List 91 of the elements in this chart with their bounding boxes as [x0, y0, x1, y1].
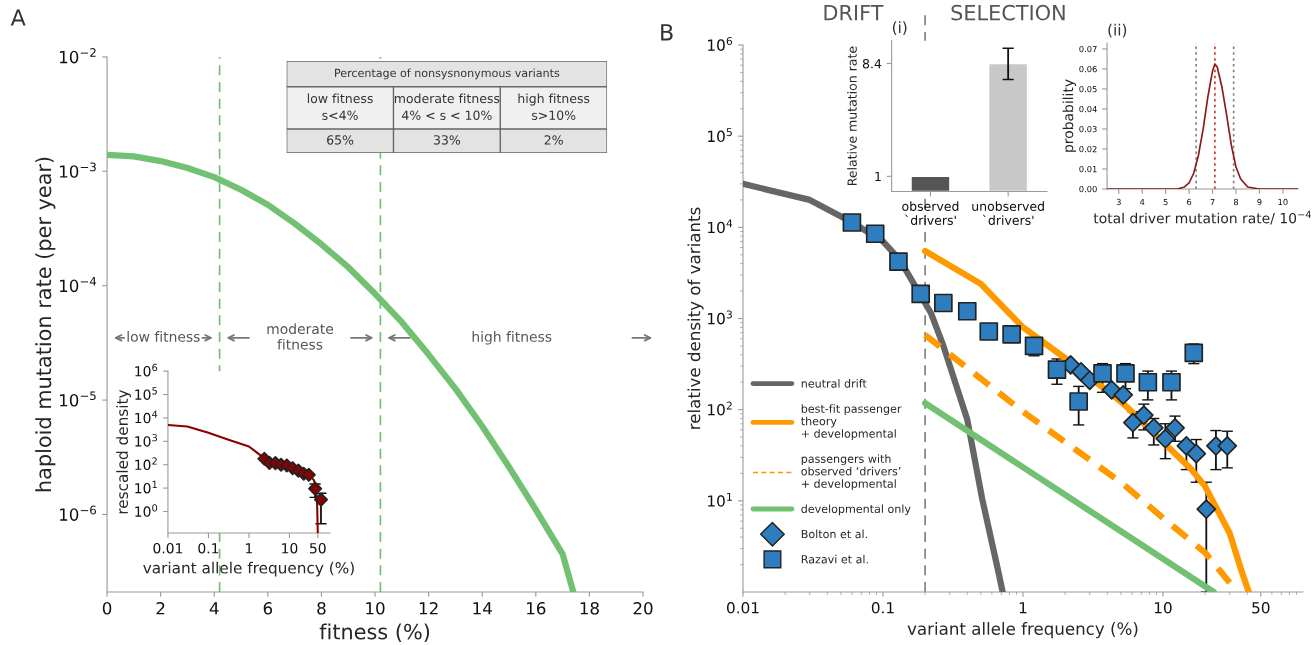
legend-label: developmental only — [801, 504, 911, 516]
text: DRIFT — [824, 5, 884, 21]
y-axis-title: rescaled density — [116, 389, 131, 514]
data-label: 2% — [544, 135, 563, 145]
x-tick-label: 50 — [310, 543, 326, 554]
point — [313, 492, 329, 507]
data-label: 65% — [327, 135, 354, 145]
annotation: high fitness — [472, 331, 552, 345]
y-tick-label: 10$^{1}$ — [708, 492, 732, 507]
x-axis-title: variant allele frequency (%) — [143, 561, 354, 577]
y-tick-label: 10$^{2}$ — [135, 457, 157, 471]
y-tick-label: 10$^{6}$ — [708, 36, 733, 51]
legend-label: Bolton et al. — [801, 529, 867, 539]
chart-title: (ii) — [1108, 23, 1127, 38]
y-tick-label: 0.05 — [1079, 85, 1097, 93]
y-tick-label: 10$^{6}$ — [135, 363, 158, 377]
x-tick-label: 12 — [419, 602, 438, 615]
x-tick-label: 6 — [1187, 198, 1192, 206]
x-tick-label: unobserved `drivers' — [972, 201, 1044, 225]
y-tick-label: 10$^{−3}$ — [60, 162, 96, 178]
text: SELECTION — [951, 4, 1065, 21]
y-tick-label: 10$^{0}$ — [135, 504, 158, 517]
x-tick-label: 0.1 — [198, 543, 219, 554]
x-tick-label: 5 — [1163, 198, 1168, 206]
y-tick-label: 10$^{−6}$ — [60, 505, 96, 521]
x-tick-label: 20 — [633, 602, 653, 615]
text: Percentage of nonsysnonymous variants — [335, 68, 560, 80]
data-label: 33% — [433, 135, 461, 145]
legend-label: passengers with observed ‘drivers’ + developmental — [801, 454, 901, 490]
x-axis-title: variant allele frequency (%) — [907, 622, 1138, 639]
x-tick-label: 3 — [1116, 198, 1121, 206]
y-tick-label: 8.4 — [862, 58, 882, 69]
x-tick-label: 0.01 — [153, 543, 183, 554]
legend-label: best-fit passenger theory + developmental — [801, 404, 902, 440]
x-axis-title: fitness (%) — [319, 623, 430, 642]
x-axis-title: total driver mutation rate/ 10$^{−4}$ — [1093, 210, 1311, 225]
legend-label: neutral drift — [801, 379, 867, 388]
y-tick-label: 0.07 — [1079, 45, 1097, 53]
y-axis-title: probability — [1062, 79, 1077, 152]
annotation: low fitness — [127, 331, 200, 342]
y-tick-label: 10$^{5}$ — [135, 387, 157, 400]
chart-title: (i) — [892, 21, 907, 35]
annotation: moderate fitness — [267, 323, 334, 350]
y-tick-label: 10$^{5}$ — [708, 128, 732, 143]
x-tick-label: 50 — [1252, 601, 1270, 614]
x-tick-label: 4 — [209, 602, 219, 615]
chart-title: B — [661, 24, 673, 41]
x-tick-label: observed `drivers' — [902, 201, 959, 225]
y-tick-label: 10$^{−4}$ — [60, 277, 97, 293]
x-tick-label: 8 — [317, 602, 326, 615]
x-tick-label: 7 — [1210, 198, 1215, 206]
x-tick-label: 1 — [246, 543, 253, 554]
x-tick-label: 8 — [1233, 198, 1239, 206]
category-label: low fitness s<4% — [307, 93, 373, 120]
x-tick-label: 16 — [527, 602, 546, 615]
y-axis-title: Relative mutation rate — [847, 46, 857, 186]
chart-title: A — [10, 9, 26, 26]
y-axis-title: relative density of variants — [687, 207, 704, 429]
x-tick-label: 10 — [366, 602, 385, 615]
category-label: moderate fitness 4% < s < 10% — [394, 93, 500, 120]
y-tick-label: 10$^{−2}$ — [60, 48, 96, 64]
x-tick-label: 0 — [102, 602, 112, 615]
y-tick-label: 10$^{4}$ — [135, 410, 158, 424]
x-tick-label: 0.1 — [871, 601, 894, 614]
point — [301, 467, 316, 482]
y-tick-label: 10$^{3}$ — [708, 310, 732, 325]
x-tick-label: 14 — [473, 602, 492, 615]
y-tick-label: 0.01 — [1079, 165, 1097, 173]
x-tick-label: 4 — [1139, 198, 1145, 206]
y-tick-label: 10$^{3}$ — [135, 433, 157, 447]
x-tick-label: 0.01 — [726, 601, 759, 614]
y-tick-label: 10$^{−5}$ — [60, 391, 96, 407]
y-tick-label: 10$^{1}$ — [135, 480, 157, 494]
y-tick-label: 0.06 — [1079, 65, 1097, 73]
x-tick-label: 10 — [282, 543, 298, 554]
legend-label: Razavi et al. — [801, 554, 868, 564]
x-tick-label: 18 — [580, 602, 599, 615]
y-tick-label: 0.04 — [1079, 105, 1097, 113]
y-axis-title: haploid mutation rate (per year) — [35, 157, 56, 492]
y-tick-label: 0.00 — [1079, 185, 1097, 193]
x-tick-label: 2 — [156, 602, 165, 615]
category-label: high fitness s>10% — [518, 93, 590, 120]
x-tick-label: 10 — [1278, 198, 1288, 206]
x-tick-label: 1 — [1019, 602, 1027, 614]
x-tick-label: 6 — [263, 602, 273, 615]
x-tick-label: 10 — [1154, 601, 1172, 614]
y-tick-label: 0.03 — [1079, 125, 1097, 133]
y-tick-label: 0.02 — [1079, 145, 1097, 153]
x-tick-label: 9 — [1257, 198, 1262, 206]
y-tick-label: 10$^{2}$ — [708, 401, 732, 416]
y-tick-label: 10$^{4}$ — [708, 219, 733, 234]
